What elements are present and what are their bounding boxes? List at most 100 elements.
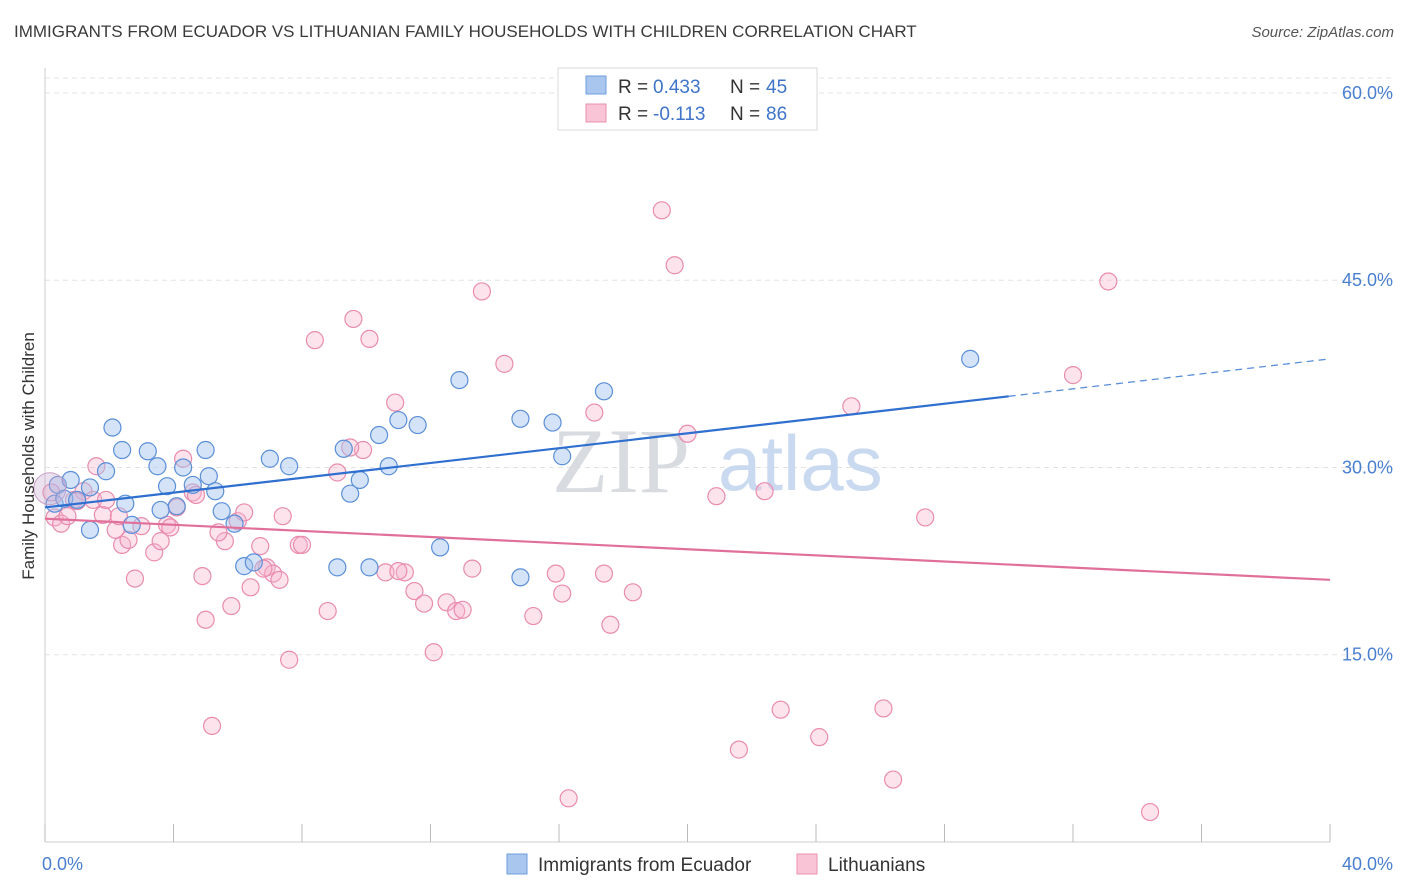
point-ecuador: [235, 557, 254, 576]
point-lithuanians: [652, 201, 671, 220]
point-ecuador: [511, 409, 530, 428]
point-cluster: [33, 472, 67, 506]
point-lithuanians: [916, 508, 935, 527]
legend-r-label-1: R =: [618, 77, 653, 98]
point-lithuanians: [161, 518, 180, 537]
bottom-legend-lithuanians: Lithuanians: [828, 855, 925, 876]
axes: [44, 68, 1331, 843]
correlation-legend: R = 0.433 N = 45 R = -0.113 N = 86: [557, 67, 818, 131]
point-lithuanians: [273, 507, 292, 526]
point-ecuador: [244, 553, 263, 572]
watermark: ZIP atlas: [552, 410, 883, 512]
data-points: [33, 201, 1160, 822]
point-lithuanians: [151, 532, 170, 551]
point-ecuador: [225, 514, 244, 533]
point-lithuanians: [842, 397, 861, 416]
point-lithuanians: [87, 457, 106, 476]
point-ecuador: [961, 349, 980, 368]
point-ecuador: [55, 489, 74, 508]
legend-n-value-2: 86: [766, 104, 787, 125]
chart-title: IMMIGRANTS FROM ECUADOR VS LITHUANIAN FA…: [14, 22, 917, 41]
point-ecuador: [68, 490, 87, 510]
point-lithuanians: [810, 728, 829, 747]
trend-line-ecuador: [44, 395, 1009, 509]
point-lithuanians: [553, 584, 572, 603]
x-tick-label: 40.0%: [1342, 854, 1393, 874]
point-lithuanians: [1099, 272, 1118, 291]
y-tick-label: 30.0%: [1342, 457, 1393, 477]
bottom-legend-swatch-lithuanians: [796, 853, 818, 875]
point-lithuanians: [463, 559, 482, 578]
point-lithuanians: [58, 507, 77, 526]
point-ecuador: [370, 425, 389, 445]
point-ecuador: [80, 478, 100, 497]
point-lithuanians: [344, 309, 363, 329]
point-lithuanians: [254, 559, 273, 578]
point-lithuanians: [280, 650, 299, 669]
point-lithuanians: [707, 487, 726, 506]
point-lithuanians: [132, 517, 151, 536]
y-axis-label: Family Households with Children: [19, 332, 38, 580]
point-lithuanians: [395, 563, 414, 582]
point-lithuanians: [341, 438, 360, 457]
point-lithuanians: [270, 570, 289, 589]
point-lithuanians: [196, 610, 215, 629]
point-ecuador: [151, 500, 170, 520]
legend-row-2: R = -0.113 N = 86: [618, 104, 787, 125]
point-ecuador: [260, 449, 279, 468]
point-lithuanians: [305, 331, 324, 350]
point-lithuanians: [623, 583, 642, 602]
point-lithuanians: [386, 393, 405, 412]
point-ecuador: [543, 413, 562, 432]
legend-n-value-1: 45: [766, 77, 787, 98]
point-lithuanians: [495, 354, 514, 373]
point-lithuanians: [193, 566, 212, 586]
point-ecuador: [103, 418, 122, 437]
point-lithuanians: [585, 403, 604, 422]
point-lithuanians: [318, 601, 337, 621]
point-lithuanians: [594, 564, 614, 583]
point-lithuanians: [447, 601, 466, 621]
point-ecuador: [408, 415, 427, 435]
point-ecuador: [199, 467, 218, 486]
point-lithuanians: [119, 530, 138, 549]
point-lithuanians: [1063, 366, 1083, 385]
point-lithuanians: [453, 600, 472, 619]
point-lithuanians: [883, 770, 903, 789]
point-lithuanians: [360, 329, 379, 348]
point-ecuador: [61, 470, 80, 490]
y-tick-label: 60.0%: [1342, 83, 1393, 103]
point-ecuador: [206, 482, 225, 501]
point-lithuanians: [771, 700, 790, 719]
point-lithuanians: [559, 789, 578, 808]
x-tick-label: 0.0%: [42, 854, 83, 874]
point-ecuador: [334, 439, 353, 458]
trend-lines: [44, 358, 1331, 581]
point-ecuador: [350, 470, 369, 490]
legend-r-label-2: R =: [618, 104, 653, 125]
watermark-atlas: atlas: [718, 419, 883, 507]
point-lithuanians: [93, 505, 112, 525]
watermark-zip: ZIP: [552, 410, 690, 512]
point-lithuanians: [414, 594, 434, 613]
point-ecuador: [167, 497, 186, 516]
point-ecuador: [80, 520, 100, 540]
point-lithuanians: [424, 643, 443, 662]
point-lithuanians: [251, 537, 270, 556]
y-tick-label: 15.0%: [1342, 645, 1393, 665]
bottom-legend-ecuador: Immigrants from Ecuador: [538, 855, 752, 876]
point-ecuador: [341, 484, 360, 503]
point-ecuador: [157, 477, 177, 496]
y-tick-label: 45.0%: [1342, 270, 1393, 290]
legend-row-1: R = 0.433 N = 45: [618, 77, 787, 98]
point-ecuador: [138, 442, 157, 461]
point-ecuador: [96, 462, 116, 481]
legend-swatch-blue: [585, 75, 607, 95]
legend-swatch-pink: [585, 103, 607, 123]
point-lithuanians: [524, 606, 543, 626]
trend-line-ecuador-extension: [1008, 358, 1331, 397]
point-ecuador: [328, 558, 347, 577]
point-ecuador: [148, 457, 167, 476]
point-ecuador: [212, 502, 231, 521]
